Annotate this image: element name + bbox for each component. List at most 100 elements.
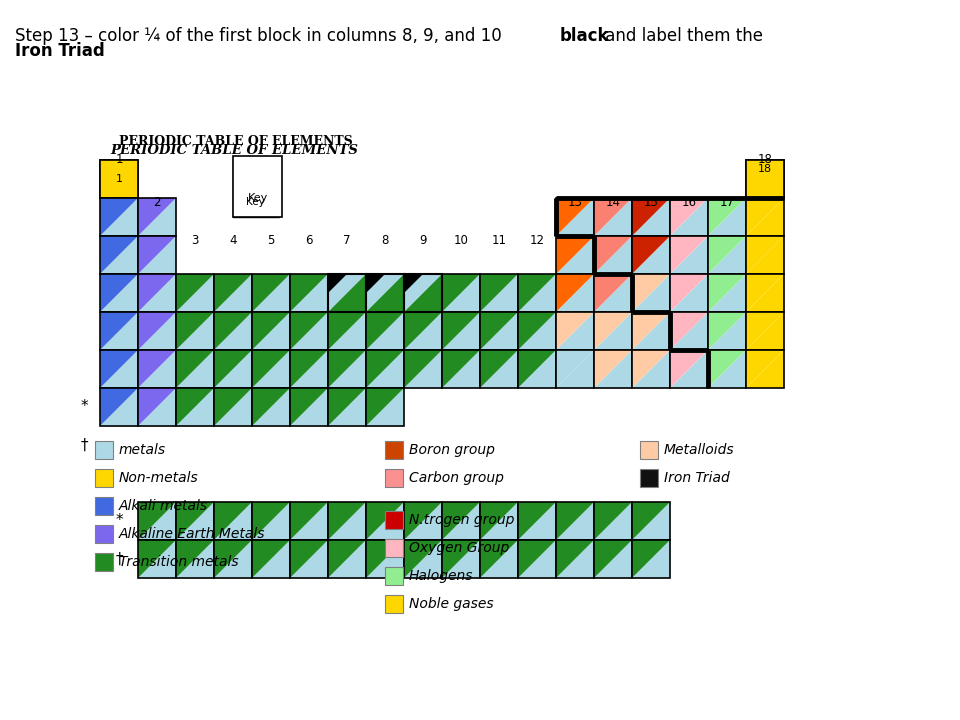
Polygon shape bbox=[442, 312, 480, 350]
Polygon shape bbox=[100, 160, 138, 198]
Text: Non-metals: Non-metals bbox=[119, 471, 199, 485]
Polygon shape bbox=[100, 350, 138, 388]
Bar bbox=[518, 312, 556, 350]
Polygon shape bbox=[100, 312, 138, 350]
Bar bbox=[480, 312, 518, 350]
Polygon shape bbox=[290, 388, 328, 426]
Polygon shape bbox=[632, 236, 670, 274]
Polygon shape bbox=[670, 312, 708, 350]
Bar bbox=[252, 274, 290, 312]
Text: 11: 11 bbox=[492, 235, 507, 248]
Bar bbox=[252, 540, 290, 578]
Bar bbox=[252, 502, 290, 540]
Polygon shape bbox=[214, 312, 252, 350]
Polygon shape bbox=[518, 274, 556, 312]
Text: 18: 18 bbox=[757, 153, 773, 166]
Text: black: black bbox=[560, 27, 610, 45]
Bar bbox=[138, 274, 176, 312]
Bar bbox=[100, 388, 138, 426]
Polygon shape bbox=[290, 388, 328, 426]
Polygon shape bbox=[594, 236, 632, 274]
Bar bbox=[556, 350, 594, 388]
Text: 3: 3 bbox=[191, 235, 199, 248]
Polygon shape bbox=[556, 502, 594, 540]
Polygon shape bbox=[366, 540, 404, 578]
Polygon shape bbox=[708, 198, 746, 236]
Bar bbox=[138, 312, 176, 350]
Bar bbox=[290, 502, 328, 540]
Polygon shape bbox=[290, 502, 328, 540]
Polygon shape bbox=[746, 350, 784, 388]
Bar bbox=[214, 312, 252, 350]
Polygon shape bbox=[594, 350, 632, 388]
Polygon shape bbox=[214, 312, 252, 350]
Polygon shape bbox=[632, 540, 670, 578]
Bar bbox=[556, 540, 594, 578]
Polygon shape bbox=[480, 274, 518, 312]
Bar bbox=[290, 388, 328, 426]
Text: Key: Key bbox=[248, 193, 268, 203]
Polygon shape bbox=[100, 236, 138, 274]
Polygon shape bbox=[556, 350, 594, 388]
Text: 10: 10 bbox=[453, 235, 468, 248]
Polygon shape bbox=[138, 312, 176, 350]
Polygon shape bbox=[366, 502, 404, 540]
Text: 15: 15 bbox=[643, 197, 659, 210]
Polygon shape bbox=[480, 350, 518, 388]
Bar bbox=[328, 350, 366, 388]
Polygon shape bbox=[632, 198, 670, 236]
Bar bbox=[252, 388, 290, 426]
Bar bbox=[328, 540, 366, 578]
Polygon shape bbox=[746, 350, 784, 388]
Bar bbox=[290, 274, 328, 312]
Text: *: * bbox=[115, 513, 123, 528]
Polygon shape bbox=[632, 502, 670, 540]
Polygon shape bbox=[556, 540, 594, 578]
Polygon shape bbox=[556, 540, 594, 578]
Polygon shape bbox=[442, 540, 480, 578]
Bar bbox=[328, 502, 366, 540]
Polygon shape bbox=[708, 350, 746, 388]
Polygon shape bbox=[632, 198, 670, 236]
Polygon shape bbox=[556, 502, 594, 540]
Bar bbox=[366, 388, 404, 426]
Polygon shape bbox=[404, 274, 442, 312]
Bar bbox=[708, 274, 746, 312]
Bar bbox=[100, 312, 138, 350]
Polygon shape bbox=[556, 312, 594, 350]
Bar bbox=[366, 350, 404, 388]
Polygon shape bbox=[252, 350, 290, 388]
Text: 13: 13 bbox=[567, 197, 583, 210]
Polygon shape bbox=[594, 540, 632, 578]
Polygon shape bbox=[746, 198, 784, 236]
Polygon shape bbox=[442, 274, 480, 312]
Bar bbox=[366, 274, 404, 312]
Polygon shape bbox=[138, 350, 176, 388]
Polygon shape bbox=[328, 540, 366, 578]
Polygon shape bbox=[746, 312, 784, 350]
Polygon shape bbox=[366, 274, 404, 312]
Text: and label them the: and label them the bbox=[600, 27, 763, 45]
Polygon shape bbox=[594, 502, 632, 540]
Bar bbox=[404, 350, 442, 388]
Text: Alkali metals: Alkali metals bbox=[119, 499, 208, 513]
Polygon shape bbox=[594, 350, 632, 388]
Text: 18: 18 bbox=[758, 164, 772, 174]
Polygon shape bbox=[556, 236, 594, 274]
Polygon shape bbox=[100, 198, 138, 236]
FancyBboxPatch shape bbox=[95, 525, 113, 543]
Bar bbox=[442, 540, 480, 578]
Text: Alkaline Earth Metals: Alkaline Earth Metals bbox=[119, 527, 266, 541]
Polygon shape bbox=[138, 388, 176, 426]
Polygon shape bbox=[442, 350, 480, 388]
Bar bbox=[328, 274, 366, 312]
Bar bbox=[594, 540, 632, 578]
FancyBboxPatch shape bbox=[95, 553, 113, 571]
Bar bbox=[138, 540, 176, 578]
Polygon shape bbox=[632, 236, 670, 274]
Polygon shape bbox=[366, 388, 404, 426]
Polygon shape bbox=[252, 502, 290, 540]
Polygon shape bbox=[328, 388, 366, 426]
Text: Iron Triad: Iron Triad bbox=[664, 471, 730, 485]
Polygon shape bbox=[138, 236, 176, 274]
